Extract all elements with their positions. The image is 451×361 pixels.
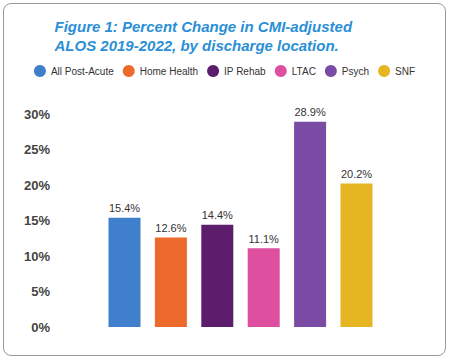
svg-text:IP Rehab: IP Rehab — [224, 66, 266, 77]
svg-text:10%: 10% — [24, 249, 50, 264]
svg-text:0%: 0% — [31, 320, 50, 335]
svg-text:12.6%: 12.6% — [155, 222, 186, 234]
svg-text:15%: 15% — [24, 213, 50, 228]
svg-text:11.1%: 11.1% — [249, 233, 280, 245]
svg-text:28.9%: 28.9% — [294, 106, 325, 118]
svg-text:SNF: SNF — [395, 66, 415, 77]
svg-text:20.2%: 20.2% — [341, 168, 372, 180]
svg-text:20%: 20% — [24, 178, 50, 193]
svg-text:30%: 30% — [24, 107, 50, 122]
svg-text:Home Health: Home Health — [140, 66, 198, 77]
svg-text:Figure 1: Percent Change in CM: Figure 1: Percent Change in CMI-adjusted — [55, 18, 357, 35]
svg-text:5%: 5% — [31, 284, 50, 299]
svg-text:All Post-Acute: All Post-Acute — [51, 66, 114, 77]
svg-text:Psych: Psych — [342, 66, 369, 77]
svg-text:25%: 25% — [24, 142, 50, 157]
svg-text:LTAC: LTAC — [292, 66, 316, 77]
svg-text:ALOS 2019-2022, by discharge l: ALOS 2019-2022, by discharge location. — [54, 37, 339, 54]
svg-text:14.4%: 14.4% — [202, 209, 233, 221]
svg-text:15.4%: 15.4% — [109, 202, 140, 214]
